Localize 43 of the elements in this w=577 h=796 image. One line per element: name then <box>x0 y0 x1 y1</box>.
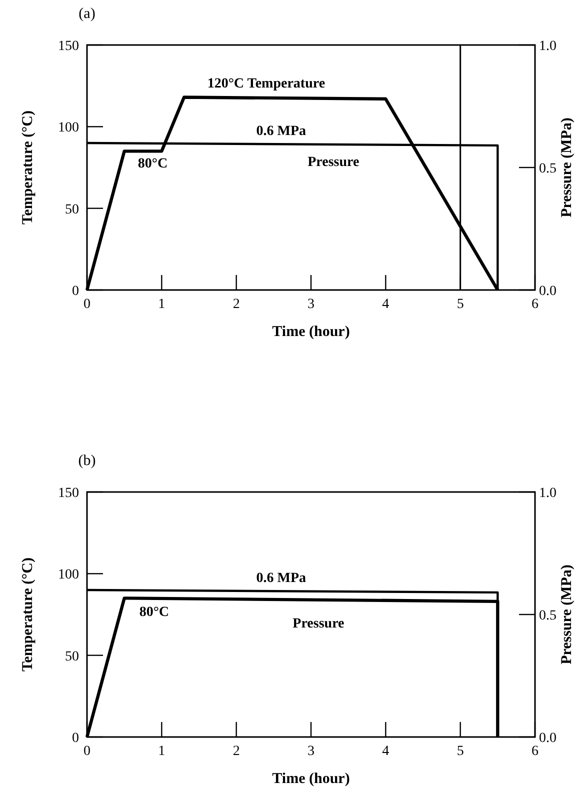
annotation: 0.6 MPa <box>256 570 306 586</box>
x-tick-label: 5 <box>456 297 464 312</box>
x-tick-label: 1 <box>158 744 166 759</box>
x-tick-label: 5 <box>456 744 464 759</box>
y-tick-label: 100 <box>58 568 79 583</box>
x-axis-title: Time (hour) <box>272 771 350 787</box>
y-tick-label: 0 <box>72 284 79 299</box>
y-tick-label: 150 <box>58 39 79 54</box>
y-tick-label: 50 <box>65 202 79 218</box>
chart-title: (b) <box>78 453 96 469</box>
y-axis-title: Temperature (°C) <box>20 558 36 672</box>
x-tick-label: 6 <box>532 744 538 759</box>
x-tick-label: 4 <box>382 297 390 312</box>
x-tick-label: 3 <box>308 297 314 312</box>
annotation: 80°C <box>138 156 168 172</box>
y2-tick-label: 1.0 <box>539 486 556 501</box>
y-axis-title: Temperature (°C) <box>20 110 36 224</box>
y2-tick-label: 0.0 <box>539 284 556 299</box>
y2-tick-label: 1.0 <box>539 39 556 54</box>
y2-tick-label: 0.5 <box>539 162 556 176</box>
x-tick-label: 1 <box>158 297 166 312</box>
x-tick-label: 4 <box>382 744 390 759</box>
x-axis-title: Time (hour) <box>272 324 350 340</box>
annotation: 120°C Temperature <box>207 76 326 92</box>
annotation: Pressure <box>308 154 360 170</box>
y-tick-label: 150 <box>58 486 79 501</box>
y2-axis-title: Pressure (MPa) <box>559 564 575 664</box>
x-tick-label: 0 <box>84 744 90 759</box>
y-tick-label: 50 <box>65 649 79 664</box>
annotation: 0.6 MPa <box>256 124 306 139</box>
y2-tick-label: 0.0 <box>539 731 556 746</box>
x-tick-label: 6 <box>532 297 538 312</box>
x-tick-label: 2 <box>232 297 240 312</box>
x-tick-label: 3 <box>308 744 314 759</box>
y2-axis-title: Pressure (MPa) <box>559 118 575 218</box>
y-tick-label: 100 <box>58 120 79 136</box>
annotation: Pressure <box>292 616 344 632</box>
annotation: 80°C <box>139 605 170 620</box>
y-tick-label: 0 <box>72 731 79 746</box>
x-tick-label: 0 <box>84 297 90 312</box>
chart-title: (a) <box>78 6 96 22</box>
x-tick-label: 2 <box>232 744 240 759</box>
y2-tick-label: 0.5 <box>539 608 556 624</box>
